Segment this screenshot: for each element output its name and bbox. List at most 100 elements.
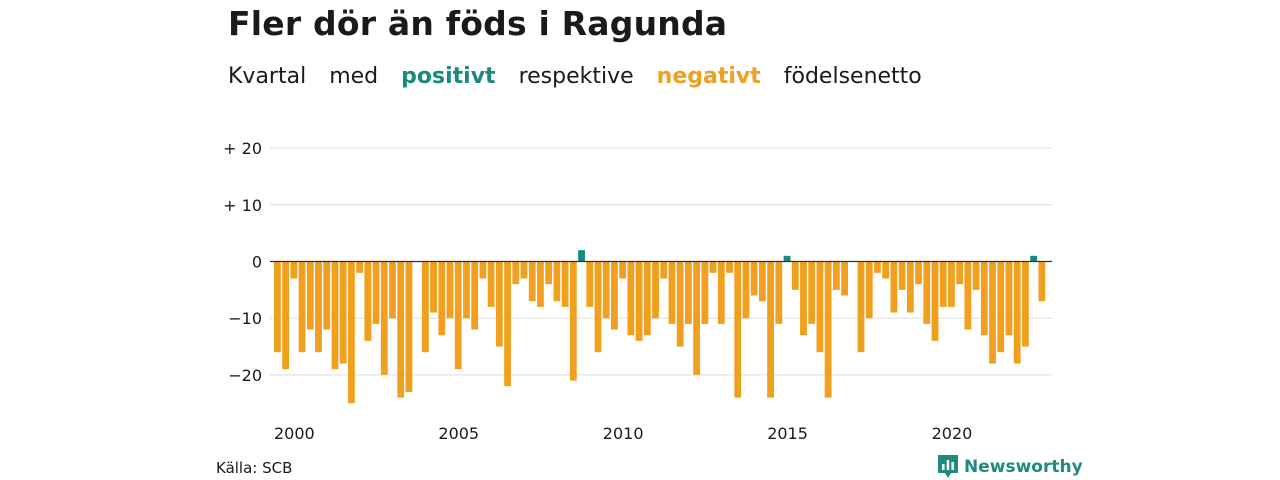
bar	[816, 261, 824, 353]
subtitle-text-1: Kvartal	[228, 64, 307, 89]
bar	[742, 261, 750, 319]
bar	[997, 261, 1005, 353]
bar	[767, 261, 774, 398]
bar	[734, 261, 742, 398]
x-tick-label: 2000	[274, 424, 315, 443]
bar	[898, 261, 906, 290]
bar	[619, 261, 627, 279]
bar	[380, 261, 388, 375]
bars-group	[274, 250, 1046, 404]
bar	[298, 261, 306, 353]
chart-title: Fler dör än föds i Ragunda	[228, 4, 728, 43]
bar	[660, 261, 668, 279]
bar	[964, 261, 972, 330]
bar	[857, 261, 865, 353]
bar	[915, 261, 922, 285]
bar	[635, 261, 643, 341]
bar	[306, 261, 314, 330]
bar	[504, 261, 511, 387]
bar	[668, 261, 676, 324]
bar	[989, 261, 996, 364]
bar	[841, 261, 848, 296]
bar	[586, 261, 594, 307]
bar	[948, 261, 955, 307]
bar	[758, 261, 766, 302]
bar	[339, 261, 347, 364]
bar	[569, 261, 577, 381]
bar	[528, 261, 536, 302]
bar	[561, 261, 569, 307]
bar	[323, 261, 331, 330]
x-tick-label: 2015	[767, 424, 808, 443]
y-tick-label: + 10	[223, 196, 262, 215]
bar	[438, 261, 446, 336]
bar	[347, 261, 355, 404]
bar	[1030, 255, 1038, 262]
bar	[578, 250, 585, 262]
bar	[479, 261, 487, 279]
y-tick-label: −20	[228, 366, 262, 385]
bar	[627, 261, 635, 336]
brand-name: Newsworthy	[964, 457, 1083, 477]
brand-logo: Newsworthy	[938, 455, 1083, 479]
bar	[906, 261, 914, 313]
bar	[939, 261, 947, 307]
subtitle-text-2: med	[329, 64, 379, 89]
bar	[693, 261, 701, 375]
bar	[956, 261, 964, 285]
bar	[463, 261, 470, 319]
bar	[315, 261, 322, 353]
y-tick-label: −10	[228, 309, 262, 328]
y-tick-label: + 20	[223, 139, 262, 158]
bar	[331, 261, 339, 370]
bar	[824, 261, 832, 398]
bar	[487, 261, 495, 307]
bar	[676, 261, 684, 347]
bar	[882, 261, 890, 279]
bar	[783, 255, 791, 262]
x-tick-label: 2020	[932, 424, 973, 443]
bar	[537, 261, 544, 307]
bar	[643, 261, 651, 336]
bar	[972, 261, 980, 290]
subtitle-negative-word: negativt	[656, 64, 761, 89]
bar	[553, 261, 561, 302]
bar	[832, 261, 840, 290]
bar	[750, 261, 758, 296]
bar	[931, 261, 939, 341]
bar	[726, 261, 733, 273]
bar	[471, 261, 479, 330]
bar	[290, 261, 298, 279]
bar	[611, 261, 618, 330]
bar	[890, 261, 898, 313]
subtitle-text-3: respektive	[518, 64, 634, 89]
bar	[701, 261, 709, 324]
bar	[808, 261, 816, 324]
subtitle-positive-word: positivt	[401, 64, 496, 89]
source-note: Källa: SCB	[216, 459, 293, 477]
bar	[372, 261, 380, 324]
bar	[446, 261, 454, 319]
bar	[791, 261, 799, 290]
bar	[1038, 261, 1046, 302]
bar	[397, 261, 405, 398]
axes-group: + 20 + 10 0 −10 −20 2000 2005 2010 2015 2020	[223, 139, 1052, 443]
y-tick-label: 0	[252, 253, 262, 272]
x-tick-label: 2005	[438, 424, 479, 443]
bar	[356, 261, 363, 273]
bar	[495, 261, 503, 347]
chart-subtitle: Kvartal med positivt respektive negativt…	[228, 64, 938, 89]
bar	[874, 261, 881, 273]
bar	[1022, 261, 1029, 347]
bar	[389, 261, 396, 319]
x-tick-label: 2010	[603, 424, 644, 443]
bar	[274, 261, 281, 353]
bar	[800, 261, 807, 336]
bar	[1005, 261, 1013, 336]
bar	[923, 261, 931, 324]
bar	[709, 261, 717, 273]
bar	[717, 261, 725, 324]
bar	[594, 261, 602, 353]
bar	[454, 261, 462, 370]
bar	[545, 261, 553, 285]
